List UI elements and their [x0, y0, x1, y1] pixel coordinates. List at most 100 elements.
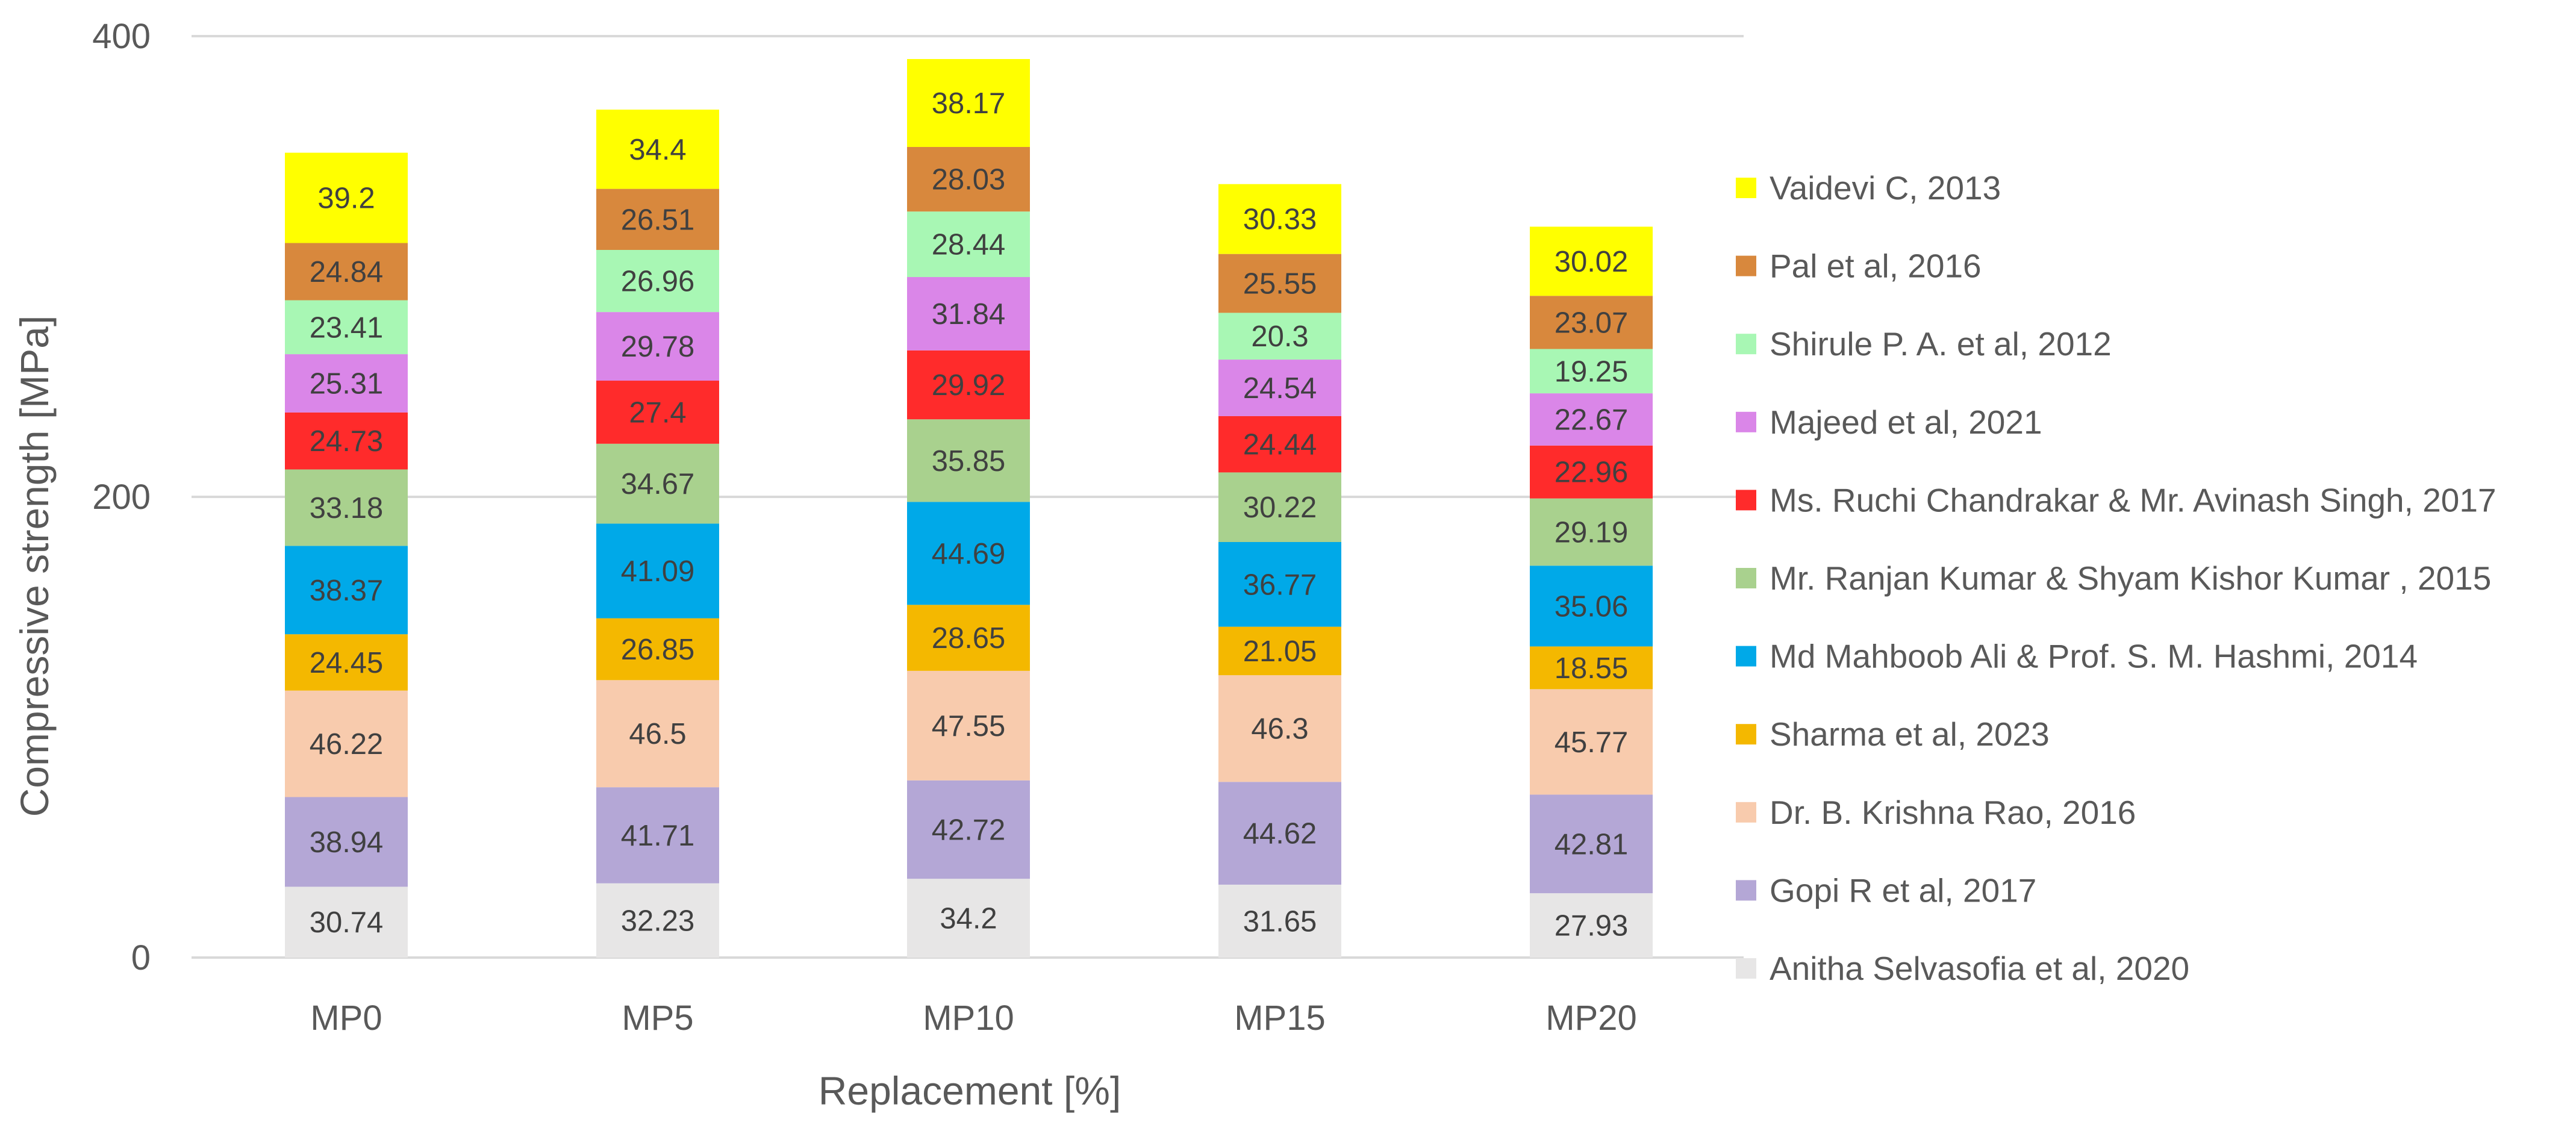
- bar-segment: [596, 381, 719, 444]
- bar-segment: [596, 618, 719, 681]
- bar-segment: [1530, 689, 1653, 795]
- legend-swatch: [1736, 411, 1756, 432]
- bar-stack: 30.74 38.94 46.22 24.45 38.37 33.18 24.73 25.31…: [285, 152, 408, 958]
- data-label: 41.71: [621, 820, 695, 852]
- data-label: 18.55: [1555, 652, 1629, 685]
- bar-segment: [1218, 472, 1341, 543]
- x-tick-label: MP10: [923, 999, 1014, 1038]
- bar-segment: [1530, 445, 1653, 499]
- legend-item: Md Mahboob Ali & Prof. S. M. Hashmi, 201…: [1736, 638, 2418, 675]
- data-label: 47.55: [932, 710, 1006, 743]
- x-tick-label: MP15: [1234, 999, 1326, 1038]
- bar-segment: [596, 312, 719, 381]
- y-tick-label: 400: [92, 17, 151, 56]
- bar-segment: [907, 350, 1030, 420]
- bar-segment: [1218, 184, 1341, 254]
- bar-segment: [1218, 254, 1341, 313]
- data-label: 25.31: [310, 367, 384, 400]
- data-label: 35.06: [1555, 590, 1629, 623]
- data-label: 24.54: [1243, 372, 1317, 405]
- bar-segment: [285, 797, 408, 887]
- data-label: 38.94: [310, 826, 384, 859]
- legend-item: Pal et al, 2016: [1736, 248, 1982, 285]
- bar-segment: [596, 883, 719, 958]
- legend-label: Ms. Ruchi Chandrakar & Mr. Avinash Singh…: [1770, 481, 2496, 519]
- legend-item: Sharma et al, 2023: [1736, 715, 2050, 753]
- bar-segment: [1218, 884, 1341, 958]
- bar-segment: [907, 879, 1030, 958]
- legend-swatch: [1736, 255, 1756, 276]
- data-label: 44.69: [932, 538, 1006, 570]
- legend-swatch: [1736, 646, 1756, 667]
- data-label: 26.85: [621, 634, 695, 666]
- bar-stack: 27.93 42.81 45.77 18.55 35.06 29.19 22.96 22.67…: [1530, 226, 1653, 958]
- bar-segment: [1530, 498, 1653, 566]
- data-label: 27.93: [1555, 910, 1629, 943]
- bar-segment: [285, 300, 408, 355]
- bar-segment: [285, 469, 408, 546]
- data-label: 30.02: [1555, 246, 1629, 278]
- legend-label: Shirule P. A. et al, 2012: [1770, 325, 2112, 363]
- data-label: 26.51: [621, 204, 695, 236]
- data-label: 28.03: [932, 164, 1006, 196]
- bar-segment: [285, 690, 408, 797]
- legend-swatch: [1736, 334, 1756, 355]
- bar-segment: [907, 211, 1030, 278]
- data-label: 19.25: [1555, 355, 1629, 388]
- bar-stack: 34.2 42.72 47.55 28.65 44.69 35.85 29.92 31.84 2…: [907, 59, 1030, 958]
- data-label: 24.45: [310, 647, 384, 679]
- legend-swatch: [1736, 958, 1756, 979]
- bar-segment: [596, 787, 719, 883]
- data-label: 26.96: [621, 266, 695, 298]
- y-axis-title: Compressive strength [MPa]: [12, 316, 57, 817]
- bar-stack: 31.65 44.62 46.3 21.05 36.77 30.22 24.44 24.54 2…: [1218, 184, 1341, 958]
- legend-label: Pal et al, 2016: [1770, 248, 1982, 285]
- bar-segment: [1530, 566, 1653, 647]
- x-tick-label: MP0: [310, 999, 382, 1038]
- data-label: 24.73: [310, 425, 384, 458]
- data-label: 46.22: [310, 728, 384, 761]
- legend: Vaidevi C, 2013 Pal et al, 2016 Shirule P.…: [1736, 169, 2496, 987]
- bar-segment: [1218, 360, 1341, 416]
- data-label: 41.09: [621, 555, 695, 588]
- data-label: 36.77: [1243, 569, 1317, 601]
- bar-segment: [596, 110, 719, 189]
- x-axis-title: Replacement [%]: [819, 1068, 1121, 1113]
- bar-stack: 32.23 41.71 46.5 26.85 41.09 34.67 27.4 29.78 26…: [596, 110, 719, 958]
- data-label: 46.3: [1251, 713, 1308, 746]
- legend-label: Mr. Ranjan Kumar & Shyam Kishor Kumar , …: [1770, 559, 2491, 597]
- bar-segment: [596, 249, 719, 313]
- bar-segment: [1218, 542, 1341, 627]
- legend-item: Gopi R et al, 2017: [1736, 871, 2036, 909]
- bar-segment: [907, 147, 1030, 212]
- legend-label: Sharma et al, 2023: [1770, 715, 2050, 753]
- data-label: 25.55: [1243, 268, 1317, 301]
- legend-label: Md Mahboob Ali & Prof. S. M. Hashmi, 201…: [1770, 638, 2418, 675]
- bar-segment: [907, 670, 1030, 781]
- bar-segment: [1218, 626, 1341, 676]
- data-label: 35.85: [932, 445, 1006, 478]
- bar-segment: [285, 887, 408, 958]
- bar-segment: [285, 152, 408, 243]
- bar-segment: [1218, 313, 1341, 360]
- bar-segment: [596, 680, 719, 788]
- data-label: 29.78: [621, 331, 695, 363]
- data-label: 39.2: [317, 182, 375, 215]
- data-label: 33.18: [310, 492, 384, 525]
- data-label: 42.72: [932, 814, 1006, 846]
- y-axis-ticks: 0 200 400: [92, 17, 151, 977]
- bar-segment: [285, 243, 408, 301]
- data-label: 22.96: [1555, 456, 1629, 489]
- bar-segment: [285, 412, 408, 470]
- bar-segment: [1218, 675, 1341, 782]
- data-label: 38.37: [310, 575, 384, 607]
- legend-item: Dr. B. Krishna Rao, 2016: [1736, 794, 2136, 831]
- bar-segment: [1218, 416, 1341, 473]
- bar-segment: [596, 189, 719, 250]
- legend-swatch: [1736, 802, 1756, 823]
- bar-segment: [596, 523, 719, 619]
- data-label: 38.17: [932, 87, 1006, 120]
- data-label: 28.65: [932, 622, 1006, 655]
- legend-item: Vaidevi C, 2013: [1736, 169, 2001, 207]
